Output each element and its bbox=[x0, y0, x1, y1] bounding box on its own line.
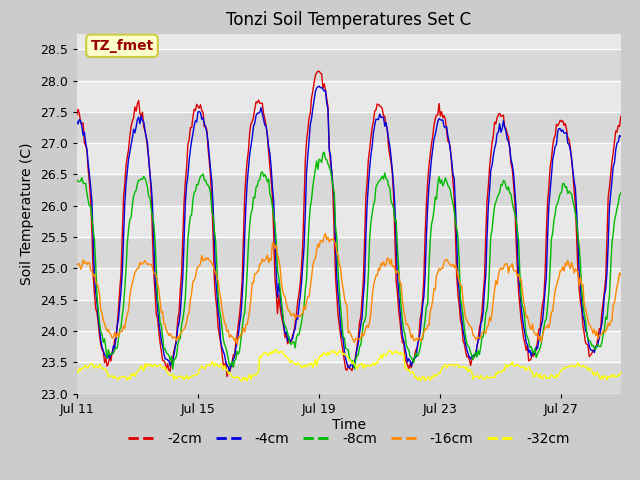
Line: -16cm: -16cm bbox=[77, 234, 621, 344]
-8cm bbox=[506, 190, 513, 196]
-32cm bbox=[453, 361, 461, 367]
-32cm bbox=[115, 377, 122, 383]
-2cm bbox=[223, 374, 231, 380]
-16cm bbox=[391, 266, 399, 272]
Bar bbox=[77, 362, 621, 394]
-16cm bbox=[574, 268, 582, 274]
Bar bbox=[77, 331, 621, 362]
-32cm bbox=[495, 368, 502, 374]
-32cm bbox=[273, 347, 280, 352]
-4cm bbox=[391, 203, 399, 208]
-2cm bbox=[495, 112, 502, 118]
-16cm bbox=[453, 266, 461, 272]
-32cm bbox=[391, 349, 399, 355]
-16cm bbox=[233, 341, 241, 347]
-16cm bbox=[115, 334, 122, 340]
-2cm bbox=[115, 307, 122, 312]
-4cm bbox=[115, 316, 122, 322]
Bar bbox=[77, 143, 621, 174]
Bar bbox=[77, 206, 621, 237]
-32cm bbox=[574, 360, 582, 366]
-4cm bbox=[574, 235, 582, 240]
Bar bbox=[77, 112, 621, 143]
Text: TZ_fmet: TZ_fmet bbox=[90, 39, 154, 53]
-16cm bbox=[506, 264, 513, 269]
-8cm bbox=[73, 177, 81, 183]
-2cm bbox=[73, 112, 81, 118]
-16cm bbox=[617, 272, 625, 278]
Bar bbox=[77, 237, 621, 268]
-2cm bbox=[617, 113, 625, 119]
Line: -2cm: -2cm bbox=[77, 71, 621, 377]
-16cm bbox=[322, 231, 330, 237]
-8cm bbox=[351, 366, 358, 372]
Bar bbox=[77, 49, 621, 81]
Y-axis label: Soil Temperature (C): Soil Temperature (C) bbox=[20, 143, 35, 285]
-8cm bbox=[115, 336, 122, 341]
-32cm bbox=[617, 370, 625, 375]
-16cm bbox=[73, 263, 81, 268]
-2cm bbox=[574, 268, 582, 274]
-16cm bbox=[495, 273, 502, 278]
-4cm bbox=[73, 119, 81, 124]
-8cm bbox=[574, 234, 582, 240]
Line: -32cm: -32cm bbox=[77, 349, 621, 381]
-8cm bbox=[321, 149, 328, 155]
Title: Tonzi Soil Temperatures Set C: Tonzi Soil Temperatures Set C bbox=[226, 11, 472, 29]
-32cm bbox=[73, 368, 81, 374]
-4cm bbox=[226, 369, 234, 375]
Bar bbox=[77, 268, 621, 300]
-8cm bbox=[453, 226, 461, 231]
-8cm bbox=[495, 192, 502, 198]
-2cm bbox=[506, 146, 513, 152]
Line: -8cm: -8cm bbox=[77, 152, 621, 369]
X-axis label: Time: Time bbox=[332, 419, 366, 432]
-4cm bbox=[453, 238, 461, 243]
-8cm bbox=[617, 190, 625, 196]
-32cm bbox=[237, 378, 244, 384]
Line: -4cm: -4cm bbox=[77, 86, 621, 372]
-32cm bbox=[506, 362, 513, 368]
-4cm bbox=[617, 133, 625, 139]
Bar bbox=[77, 174, 621, 206]
-8cm bbox=[391, 218, 399, 224]
-4cm bbox=[506, 144, 513, 150]
-2cm bbox=[453, 274, 461, 279]
-4cm bbox=[495, 129, 502, 135]
Bar bbox=[77, 300, 621, 331]
Bar bbox=[77, 81, 621, 112]
-2cm bbox=[316, 68, 323, 74]
Legend: -2cm, -4cm, -8cm, -16cm, -32cm: -2cm, -4cm, -8cm, -16cm, -32cm bbox=[122, 426, 575, 452]
-2cm bbox=[391, 236, 399, 242]
-4cm bbox=[316, 84, 323, 89]
